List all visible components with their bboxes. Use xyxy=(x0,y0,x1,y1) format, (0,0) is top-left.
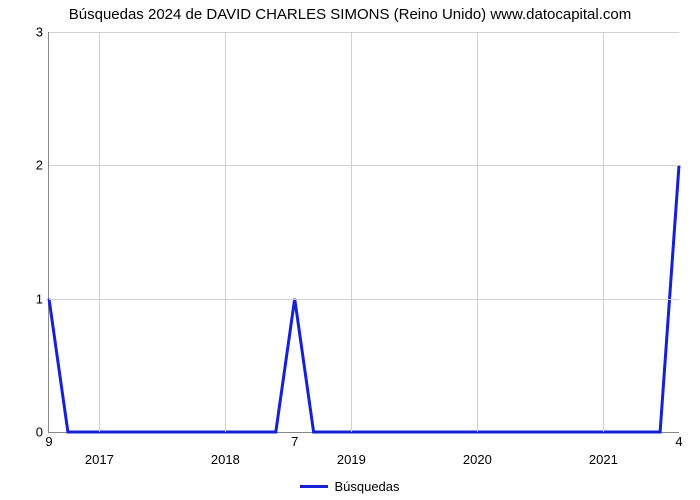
x-tick-label: 2018 xyxy=(211,452,240,467)
chart-title: Búsquedas 2024 de DAVID CHARLES SIMONS (… xyxy=(0,0,700,23)
gridline-v xyxy=(225,32,226,432)
gridline-h xyxy=(49,165,679,166)
plot-area: 012320172018201920202021974 xyxy=(48,32,679,433)
y-tick-label: 3 xyxy=(36,25,43,40)
legend: Búsquedas xyxy=(0,478,700,494)
gridline-v xyxy=(351,32,352,432)
point-label: 4 xyxy=(675,434,682,449)
line-series xyxy=(49,32,679,432)
gridline-v xyxy=(603,32,604,432)
gridline-v xyxy=(477,32,478,432)
gridline-h xyxy=(49,32,679,33)
chart-container: Búsquedas 2024 de DAVID CHARLES SIMONS (… xyxy=(0,0,700,500)
x-tick-label: 2020 xyxy=(463,452,492,467)
x-tick-label: 2021 xyxy=(589,452,618,467)
point-label: 7 xyxy=(291,434,298,449)
gridline-v xyxy=(99,32,100,432)
point-label: 9 xyxy=(45,434,52,449)
x-tick-label: 2017 xyxy=(85,452,114,467)
x-tick-label: 2019 xyxy=(337,452,366,467)
y-tick-label: 1 xyxy=(36,291,43,306)
legend-swatch xyxy=(300,485,328,488)
legend-label: Búsquedas xyxy=(334,479,399,494)
y-tick-label: 2 xyxy=(36,158,43,173)
gridline-h xyxy=(49,299,679,300)
y-tick-label: 0 xyxy=(36,425,43,440)
